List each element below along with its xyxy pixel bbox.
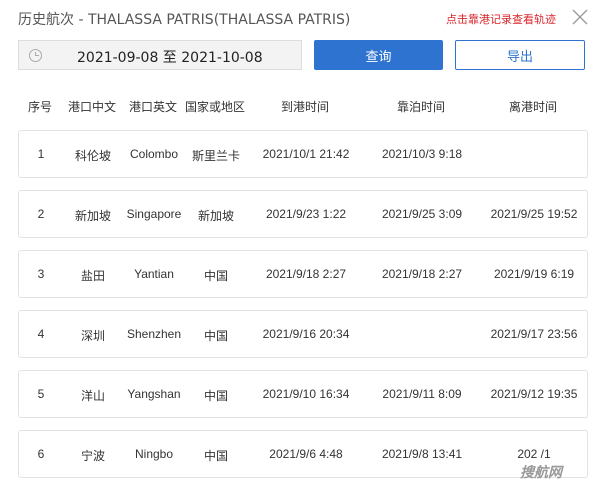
- table-cell: 中国: [203, 449, 229, 463]
- column-header: 离港时间: [508, 100, 558, 114]
- table-cell: 2021/10/3 9:18: [381, 147, 463, 161]
- table-row[interactable]: 3 盐田 Yantian 中国 2021/9/18 2:27 2021/9/18 2:27…: [18, 250, 588, 298]
- date-range-value: 2021-09-08 至 2021-10-08: [77, 50, 263, 66]
- clock-icon: [29, 49, 42, 62]
- table-cell: 1: [37, 147, 45, 161]
- table-cell: 2021/9/8 13:41: [381, 447, 463, 461]
- table-cell: Ningbo: [134, 447, 174, 461]
- table-cell: 宁波: [80, 449, 106, 463]
- table-cell: Singapore: [126, 207, 182, 221]
- table-cell: 2: [37, 207, 45, 221]
- table-header: 序号 港口中文 港口英文 国家或地区 到港时间 靠泊时间 离港时间: [0, 98, 608, 114]
- table-cell: 盐田: [80, 269, 106, 283]
- table-row[interactable]: 1 科伦坡 Colombo 斯里兰卡 2021/10/1 21:42 2021/10/3 …: [18, 130, 588, 178]
- table-cell: 2021/9/17 23:56: [490, 327, 578, 341]
- table-cell: 新加坡: [197, 209, 235, 223]
- table-cell: 洋山: [80, 389, 106, 403]
- table-row[interactable]: 2 新加坡 Singapore 新加坡 2021/9/23 1:22 2021/9/25 …: [18, 190, 588, 238]
- track-hint: 点击靠港记录查看轨迹: [446, 13, 556, 26]
- column-header: 港口中文: [67, 100, 117, 114]
- column-header: 港口英文: [128, 100, 178, 114]
- export-button[interactable]: 导出: [455, 40, 585, 70]
- table-cell: 2021/9/11 8:09: [382, 387, 462, 401]
- table-cell: 2021/9/23 1:22: [265, 207, 347, 221]
- date-range-picker[interactable]: 2021-09-08 至 2021-10-08: [18, 40, 302, 70]
- table-row[interactable]: 4 深圳 Shenzhen 中国 2021/9/16 20:34 2021/9/17 23…: [18, 310, 588, 358]
- close-icon[interactable]: [571, 8, 589, 26]
- table-cell: 深圳: [80, 329, 106, 343]
- table-cell: 中国: [203, 329, 229, 343]
- column-header: 到港时间: [280, 100, 330, 114]
- table-cell: 202 /1: [517, 447, 551, 461]
- watermark: 搜航网: [520, 465, 562, 481]
- table-row[interactable]: 6 宁波 Ningbo 中国 2021/9/6 4:48 2021/9/8 13:41 20…: [18, 430, 588, 478]
- column-header: 国家或地区: [184, 100, 246, 114]
- table-cell: 2021/9/10 16:34: [262, 387, 350, 401]
- table-cell: 2021/9/6 4:48: [269, 447, 343, 461]
- table-cell: 4: [37, 327, 45, 341]
- column-header: 序号: [27, 100, 53, 114]
- table-row[interactable]: 5 洋山 Yangshan 中国 2021/9/10 16:34 2021/9/11 8:…: [18, 370, 588, 418]
- table-cell: Shenzhen: [126, 327, 182, 341]
- query-button[interactable]: 查询: [314, 40, 443, 70]
- table-cell: Yangshan: [127, 387, 181, 401]
- table-cell: 5: [37, 387, 45, 401]
- table-cell: 2021/9/25 19:52: [490, 207, 578, 221]
- table-cell: 6: [37, 447, 45, 461]
- table-cell: Yantian: [134, 267, 174, 281]
- table-cell: 科伦坡: [74, 149, 112, 163]
- table-cell: 新加坡: [74, 209, 112, 223]
- table-cell: 2021/10/1 21:42: [262, 147, 350, 161]
- table-cell: Colombo: [129, 147, 179, 161]
- table-cell: 3: [37, 267, 45, 281]
- table-cell: 斯里兰卡: [191, 149, 241, 163]
- table-cell: 2021/9/16 20:34: [262, 327, 350, 341]
- table-cell: 中国: [203, 389, 229, 403]
- table-cell: 2021/9/18 2:27: [265, 267, 347, 281]
- column-header: 靠泊时间: [396, 100, 446, 114]
- table-cell: 2021/9/25 3:09: [381, 207, 463, 221]
- dialog-title: 历史航次 - THALASSA PATRIS(THALASSA PATRIS): [18, 12, 351, 28]
- table-cell: 2021/9/12 19:35: [490, 387, 578, 401]
- table-cell: 2021/9/18 2:27: [381, 267, 463, 281]
- table-cell: 中国: [203, 269, 229, 283]
- table-cell: 2021/9/19 6:19: [493, 267, 575, 281]
